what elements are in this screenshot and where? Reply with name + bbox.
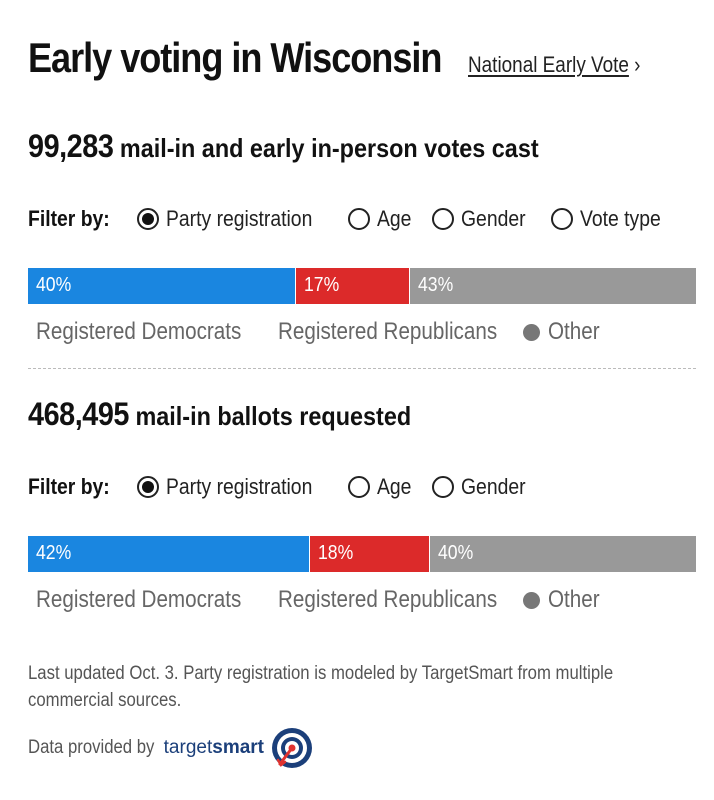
page-title: Early voting in Wisconsin — [28, 34, 442, 81]
legend-democrats: Registered Democrats — [28, 586, 270, 614]
filter-option-label: Age — [377, 474, 412, 499]
filter-option-label: Party registration — [165, 474, 313, 499]
votes-cast-label: mail-in and early in-person votes cast — [119, 133, 539, 163]
bar-segment-republicans: 18% — [308, 536, 429, 572]
filter-option-label: Vote type — [579, 206, 661, 231]
filter-label: Filter by: — [28, 206, 110, 231]
bar-segment-democrats: 42% — [28, 536, 309, 572]
votes-cast-legend: Registered Democrats Registered Republic… — [28, 318, 608, 346]
brand-suffix: smart — [212, 737, 264, 758]
radio-unselected-icon — [432, 476, 455, 498]
targetsmart-logo[interactable]: targetsmart — [164, 726, 314, 770]
bar-segment-democrats: 40% — [28, 268, 296, 304]
votes-cast-count: 99,283 — [28, 128, 114, 164]
targetsmart-wordmark: targetsmart — [164, 737, 264, 759]
chevron-right-icon: › — [634, 52, 641, 77]
bar-segment-label: 40% — [36, 274, 72, 296]
legend-other: Other — [523, 318, 608, 346]
bar-segment-label: 40% — [437, 542, 474, 564]
bar-segment-republicans: 17% — [295, 268, 409, 304]
bar-segment-label: 18% — [317, 542, 353, 564]
radio-selected-icon — [136, 476, 159, 498]
ballots-requested-bar: 42% 18% 40% — [28, 536, 696, 572]
data-provider: Data provided by targetsmart — [28, 726, 314, 770]
radio-selected-icon — [136, 208, 159, 230]
bar-segment-label: 43% — [417, 274, 453, 296]
filter-age[interactable]: Age — [348, 474, 416, 500]
provided-by-label: Data provided by — [28, 737, 155, 758]
bar-segment-label: 42% — [36, 542, 72, 564]
radio-unselected-icon — [550, 208, 573, 230]
bar-segment-other: 43% — [408, 268, 696, 304]
ballots-requested-filter: Filter by: Party registration Age Gender — [28, 474, 551, 500]
votes-cast-section: 99,283 mail-in and early in-person votes… — [28, 128, 696, 345]
legend-dot-icon — [523, 323, 540, 341]
header: Early voting in Wisconsin — [28, 34, 509, 82]
filter-party-registration[interactable]: Party registration — [136, 206, 332, 232]
filter-gender[interactable]: Gender — [432, 206, 534, 232]
national-early-vote-link[interactable]: National Early Vote › — [468, 52, 640, 78]
filter-option-label: Party registration — [165, 206, 313, 231]
legend-label: Registered Republicans — [278, 318, 498, 345]
ballots-requested-legend: Registered Democrats Registered Republic… — [28, 586, 608, 614]
radio-unselected-icon — [432, 208, 455, 230]
legend-label: Registered Democrats — [36, 586, 242, 613]
legend-other: Other — [523, 586, 608, 614]
footnote: Last updated Oct. 3. Party registration … — [28, 663, 614, 711]
targetsmart-logo-icon — [272, 728, 312, 768]
votes-cast-bar: 40% 17% 43% — [28, 268, 696, 304]
legend-label: Other — [548, 318, 600, 345]
bar-segment-label: 17% — [304, 274, 340, 296]
filter-vote-type[interactable]: Vote type — [550, 206, 672, 232]
ballots-requested-label: mail-in ballots requested — [135, 401, 412, 431]
filter-option-label: Gender — [461, 474, 526, 499]
legend-republicans: Registered Republicans — [270, 318, 523, 346]
national-early-vote-label: National Early Vote — [468, 52, 629, 77]
filter-age[interactable]: Age — [348, 206, 416, 232]
legend-democrats: Registered Democrats — [28, 318, 270, 346]
bar-segment-other: 40% — [428, 536, 696, 572]
radio-unselected-icon — [348, 476, 371, 498]
brand-prefix: target — [163, 737, 213, 758]
filter-option-label: Gender — [461, 206, 526, 231]
section-divider — [28, 368, 696, 369]
legend-label: Registered Democrats — [36, 318, 242, 345]
legend-label: Registered Republicans — [278, 586, 498, 613]
legend-dot-icon — [523, 591, 540, 609]
ballots-requested-section: 468,495 mail-in ballots requested Filter… — [28, 396, 696, 613]
filter-option-label: Age — [377, 206, 412, 231]
radio-unselected-icon — [348, 208, 371, 230]
legend-label: Other — [548, 586, 600, 613]
ballots-requested-count: 468,495 — [28, 396, 129, 432]
filter-party-registration[interactable]: Party registration — [136, 474, 332, 500]
votes-cast-filter: Filter by: Party registration Age Gender… — [28, 206, 688, 232]
filter-gender[interactable]: Gender — [432, 474, 534, 500]
filter-label: Filter by: — [28, 474, 110, 499]
legend-republicans: Registered Republicans — [270, 586, 523, 614]
votes-cast-headline: 99,283 mail-in and early in-person votes… — [28, 128, 696, 165]
ballots-requested-headline: 468,495 mail-in ballots requested — [28, 396, 696, 433]
